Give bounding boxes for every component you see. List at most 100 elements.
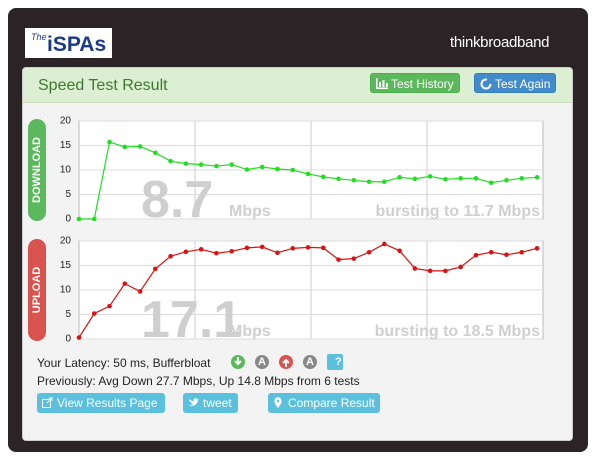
data-point (473, 252, 479, 258)
side-label: DOWNLOAD (31, 137, 43, 203)
button-label: Compare Result (288, 396, 375, 410)
data-point (290, 246, 296, 251)
data-point (504, 177, 509, 183)
data-point (488, 249, 494, 255)
data-point (244, 167, 250, 172)
data-point (198, 162, 204, 167)
test-again-button[interactable]: Test Again (474, 73, 556, 93)
latency: Your Latency: 50 ms, Bufferbloat (37, 356, 211, 370)
logo-the: The (31, 32, 47, 42)
y-tick-label: 5 (65, 309, 71, 320)
y-tick-label: 10 (60, 285, 72, 296)
icon (189, 398, 199, 406)
bufferbloat-icons (231, 354, 343, 370)
data-point (336, 257, 341, 262)
icon (480, 78, 492, 90)
data-point (183, 249, 189, 255)
data-point (412, 266, 418, 271)
data-point (76, 216, 82, 222)
burst-overlay: bursting to 11.7 Mbps (376, 203, 541, 220)
data-point (320, 245, 326, 251)
data-point (259, 164, 265, 170)
badge: A (258, 356, 266, 368)
data-point (412, 176, 418, 182)
data-point (107, 139, 112, 145)
panel-title: Speed Test Result (38, 77, 168, 94)
data-point (229, 248, 234, 254)
ispa-logo: The iSPAs (25, 28, 112, 58)
speed-overlay: 17.1 (141, 291, 242, 349)
side-label: UPLOAD (31, 267, 43, 314)
help-badge[interactable]: ? (335, 356, 342, 368)
y-tick-label: 15 (60, 140, 72, 151)
data-point (214, 250, 219, 256)
button-label: Test Again (495, 77, 551, 91)
button-label: tweet (203, 396, 232, 410)
data-point (458, 176, 463, 181)
data-point (198, 247, 204, 252)
data-point (91, 311, 97, 316)
y-tick-label: 20 (60, 116, 72, 127)
data-point (122, 144, 128, 150)
data-point (137, 289, 143, 294)
data-point (336, 176, 341, 182)
data-point (443, 177, 448, 182)
icon (42, 397, 53, 408)
data-point (519, 249, 525, 255)
data-point (153, 150, 158, 156)
data-point (382, 241, 387, 247)
view-results-button[interactable]: View Results Page (37, 393, 165, 413)
side-pill (28, 119, 46, 221)
unit-overlay: Mbps (229, 323, 271, 340)
tweet-button[interactable]: tweet (183, 393, 238, 413)
data-point (534, 246, 540, 251)
data-point (351, 177, 357, 183)
data-point (76, 335, 82, 340)
test-history-button[interactable]: Test History (370, 73, 460, 93)
data-point (275, 250, 280, 256)
y-tick-label: 5 (65, 189, 71, 200)
button-label: Test History (391, 77, 454, 91)
previously: Previously: Avg Down 27.7 Mbps, Up 14.8 … (37, 374, 360, 388)
data-point (351, 256, 357, 261)
data-point (137, 144, 143, 149)
data-point (244, 245, 250, 251)
y-tick-label: 10 (60, 165, 72, 176)
y-tick-label: 0 (65, 214, 71, 225)
data-point (366, 249, 372, 255)
data-point (458, 264, 463, 270)
brand-logo: thinkbroadband (450, 34, 550, 51)
compare-button[interactable]: Compare Result (268, 393, 380, 413)
burst-overlay: bursting to 18.5 Mbps (375, 323, 540, 340)
icon (274, 397, 282, 408)
data-point (427, 174, 433, 179)
data-point (305, 171, 311, 177)
data-point (443, 268, 448, 274)
data-point (183, 161, 189, 166)
icon (376, 78, 388, 89)
data-point (320, 174, 326, 180)
data-point (534, 175, 540, 180)
data-point (473, 176, 479, 181)
badge: A (306, 356, 314, 368)
data-point (488, 180, 494, 186)
y-tick-label: 0 (65, 334, 71, 345)
y-tick-label: 15 (60, 260, 72, 271)
speed-overlay: 8.7 (141, 171, 213, 229)
data-point (519, 176, 525, 181)
y-tick-label: 20 (60, 236, 72, 247)
data-point (427, 268, 433, 274)
data-point (305, 245, 311, 250)
data-point (290, 167, 296, 173)
data-point (397, 248, 402, 254)
data-point (397, 175, 402, 180)
data-point (107, 303, 112, 309)
logo-ispas: iSPAs (47, 33, 107, 56)
data-point (168, 253, 173, 259)
data-point (122, 281, 128, 286)
data-point (259, 244, 265, 250)
unit-overlay: Mbps (229, 203, 271, 220)
side-pill (28, 239, 46, 341)
